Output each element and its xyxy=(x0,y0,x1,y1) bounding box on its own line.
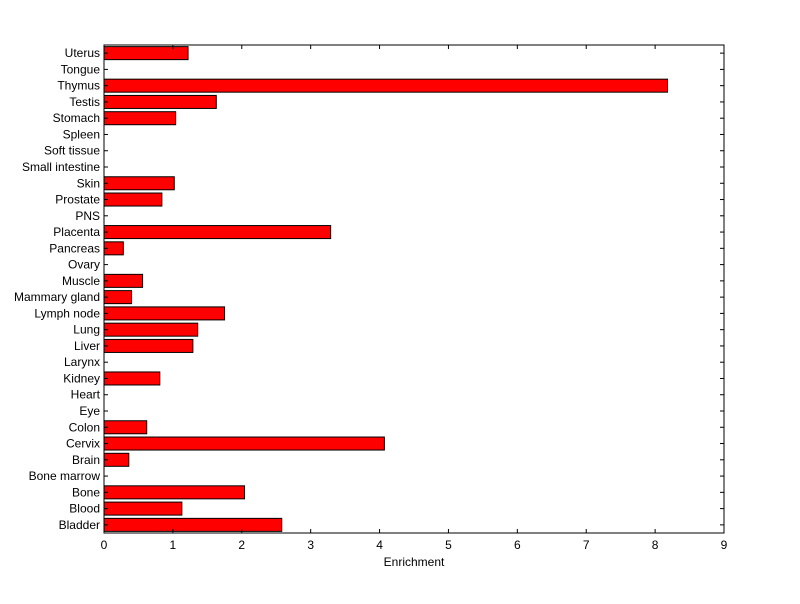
y-tick-label: Prostate xyxy=(55,193,100,207)
x-tick-label: 0 xyxy=(101,538,108,552)
y-tick-label: Tongue xyxy=(61,62,101,76)
bar-mammary-gland xyxy=(103,290,133,305)
y-tick-label: Mammary gland xyxy=(14,290,100,304)
y-tick-label: Liver xyxy=(74,339,100,353)
bar-blood xyxy=(103,501,183,516)
y-tick-label: Small intestine xyxy=(22,160,100,174)
x-axis-label: Enrichment xyxy=(384,555,445,569)
y-tick-label: Spleen xyxy=(63,127,100,141)
bar-uterus xyxy=(103,46,189,61)
bar-bone xyxy=(103,485,246,500)
y-tick-label: Placenta xyxy=(53,225,100,239)
y-tick-label: Blood xyxy=(69,502,100,516)
y-tick-label: Thymus xyxy=(57,79,100,93)
bar-lymph-node xyxy=(103,306,226,321)
bar-placenta xyxy=(103,225,332,240)
y-tick-label: Ovary xyxy=(68,258,100,272)
x-tick-label: 5 xyxy=(445,538,452,552)
y-tick-label: Bone xyxy=(72,485,100,499)
x-tick-label: 4 xyxy=(376,538,383,552)
y-tick-label: Heart xyxy=(71,388,101,402)
bar-testis xyxy=(103,94,217,109)
y-tick-label: Lymph node xyxy=(34,306,100,320)
y-tick-label: Kidney xyxy=(63,371,100,385)
y-tick-label: Bone marrow xyxy=(29,469,101,483)
x-tick-label: 2 xyxy=(238,538,245,552)
y-tick-label: Testis xyxy=(69,95,100,109)
y-tick-label: Colon xyxy=(69,420,100,434)
x-tick-label: 9 xyxy=(721,538,728,552)
bar-liver xyxy=(103,338,194,353)
bar-kidney xyxy=(103,371,161,386)
y-tick-label: Skin xyxy=(77,176,100,190)
bar-bladder xyxy=(103,517,283,532)
y-tick-label: Stomach xyxy=(53,111,100,125)
bar-muscle xyxy=(103,273,144,288)
x-tick-label: 6 xyxy=(514,538,521,552)
bar-cervix xyxy=(103,436,385,451)
y-tick-label: Bladder xyxy=(59,518,100,532)
x-tick-label: 8 xyxy=(652,538,659,552)
bar-thymus xyxy=(103,78,669,93)
bar-stomach xyxy=(103,111,177,126)
bar-prostate xyxy=(103,192,163,207)
bar-colon xyxy=(103,420,148,435)
bar-skin xyxy=(103,176,175,191)
y-tick-label: Pancreas xyxy=(49,241,100,255)
y-tick-label: Muscle xyxy=(62,274,100,288)
y-tick-label: PNS xyxy=(75,209,100,223)
x-tick-label: 7 xyxy=(583,538,590,552)
y-tick-label: Eye xyxy=(79,404,100,418)
y-tick-label: Cervix xyxy=(66,437,100,451)
x-tick-label: 1 xyxy=(170,538,177,552)
plot-area-frame xyxy=(103,44,725,534)
y-tick-label: Larynx xyxy=(64,355,100,369)
y-tick-label: Lung xyxy=(73,323,100,337)
x-tick-label: 3 xyxy=(307,538,314,552)
bar-lung xyxy=(103,322,199,337)
y-tick-label: Uterus xyxy=(65,46,100,60)
y-tick-label: Soft tissue xyxy=(44,144,100,158)
y-tick-label: Brain xyxy=(72,453,100,467)
